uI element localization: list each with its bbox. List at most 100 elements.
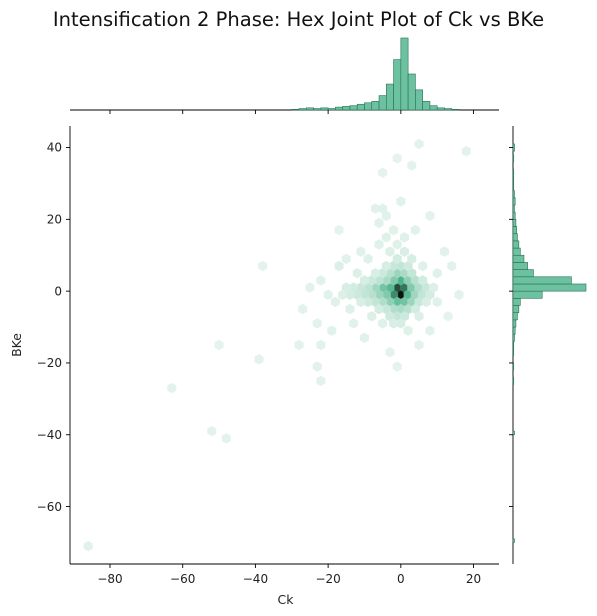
- hexbin: [407, 268, 417, 279]
- hexbin: [356, 246, 366, 257]
- hexbin: [312, 318, 322, 329]
- hexbin: [410, 275, 420, 286]
- marginal-y-bar: [512, 247, 521, 256]
- hexbin: [381, 289, 391, 300]
- hexbin: [403, 260, 413, 272]
- hexbin: [392, 253, 402, 265]
- hexbin: [381, 303, 391, 315]
- hexbin: [385, 268, 395, 279]
- hexbin: [316, 275, 326, 286]
- hexbin: [370, 203, 380, 214]
- hexbin: [374, 289, 384, 300]
- hexbin: [378, 282, 388, 293]
- chart-title: Intensification 2 Phase: Hex Joint Plot …: [52, 8, 545, 31]
- marginal-y-bar: [512, 319, 517, 328]
- hexbin: [447, 260, 457, 272]
- hexbin: [341, 282, 351, 293]
- x-tick-label: 0: [397, 572, 405, 586]
- marginal-y-bar: [512, 538, 515, 543]
- x-tick-label: −20: [315, 572, 340, 586]
- hexbin: [410, 289, 420, 300]
- hexbin: [399, 246, 409, 257]
- hexbin: [359, 289, 369, 300]
- marginal-y-bar: [512, 326, 516, 335]
- hexbin: [389, 260, 399, 272]
- hexbin: [338, 289, 348, 300]
- hexbin: [421, 282, 431, 293]
- marginal-x-bar: [313, 108, 322, 111]
- hexbin: [392, 296, 402, 308]
- hexbin: [352, 268, 362, 279]
- y-marginal-histogram: [512, 126, 587, 564]
- hexbin: [385, 282, 395, 293]
- y-axis-label: BKe: [9, 333, 24, 357]
- hexbin: [370, 282, 380, 293]
- hexbin: [407, 296, 417, 308]
- marginal-y-bar: [512, 226, 517, 235]
- hexbin: [367, 275, 377, 286]
- marginal-x-bar: [393, 59, 402, 111]
- hexbin: [356, 296, 366, 308]
- hexbin: [378, 318, 388, 329]
- marginal-y-bar: [512, 211, 516, 220]
- hexbin: [414, 311, 424, 322]
- hexbin: [349, 282, 359, 293]
- hexbin: [403, 275, 413, 286]
- joint-panel: [83, 138, 471, 552]
- hexbin: [429, 282, 439, 293]
- hexbin: [312, 361, 322, 372]
- hexbin: [407, 160, 417, 171]
- hexbin: [381, 275, 391, 286]
- y-tick-label: −40: [37, 428, 62, 442]
- hexbin: [392, 268, 402, 279]
- x-axis-label: Ck: [278, 592, 295, 607]
- hexbin: [421, 296, 431, 308]
- axes: −80 −60 −40 −20 0 20 −60 −40 −20 0 20 40 Ck BKe: [9, 110, 513, 607]
- hexbin: [443, 311, 453, 322]
- hexbin: [392, 311, 402, 322]
- marginal-y-bar: [512, 233, 518, 242]
- hexbin: [425, 325, 435, 336]
- hexbin: [389, 224, 399, 236]
- marginal-x-bar: [364, 102, 373, 111]
- marginal-y-bar: [512, 168, 515, 177]
- hexbin: [414, 282, 424, 293]
- marginal-y-bar: [512, 204, 515, 213]
- hexbin: [410, 303, 420, 315]
- hexbin: [407, 253, 417, 265]
- marginal-x-bar: [436, 107, 445, 111]
- hexbin: [403, 325, 413, 336]
- hexbin: [363, 296, 373, 308]
- marginal-x-bar: [371, 101, 380, 111]
- hexbin: [389, 275, 399, 286]
- marginal-x-bar: [451, 108, 460, 111]
- hexbin: [396, 289, 406, 300]
- hexbin: [403, 289, 413, 300]
- hexbin: [399, 296, 409, 308]
- hexbin: [396, 303, 406, 315]
- marginal-y-bar: [512, 283, 587, 292]
- marginal-y-bar: [512, 333, 515, 342]
- hexbin: [323, 289, 333, 300]
- hexbin: [418, 275, 428, 286]
- hexbin: [385, 346, 395, 358]
- hexbin: [385, 311, 395, 322]
- hexbin: [392, 153, 402, 164]
- marginal-y-bar: [512, 377, 515, 385]
- marginal-y-bar: [512, 154, 515, 163]
- marginal-x-bar: [400, 37, 409, 111]
- hexbin: [454, 289, 464, 300]
- hexbin: [374, 217, 384, 229]
- hexbin: [374, 239, 384, 250]
- hexbin: [214, 339, 224, 351]
- hexbin: [341, 253, 351, 265]
- hexbin: [418, 260, 428, 272]
- marginal-x-bar: [407, 73, 416, 111]
- hexbin: [254, 354, 264, 365]
- x-tick-label: 20: [466, 572, 481, 586]
- hexbin: [399, 268, 409, 279]
- marginal-y-bar: [512, 341, 515, 349]
- marginal-x-bar: [385, 83, 394, 111]
- hexbin: [367, 289, 377, 300]
- marginal-y-bar: [512, 197, 516, 206]
